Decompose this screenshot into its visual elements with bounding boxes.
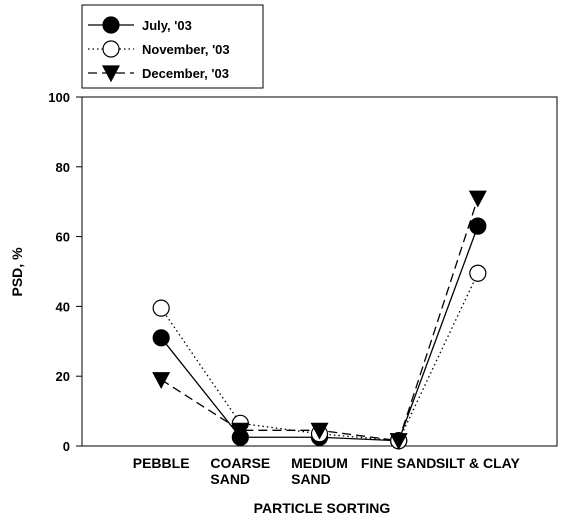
marker bbox=[468, 190, 487, 208]
x-tick-label: COARSE SAND bbox=[180, 455, 300, 487]
x-tick-label: PEBBLE bbox=[101, 455, 221, 471]
legend-marker bbox=[102, 40, 120, 58]
x-tick-text: SILT & CLAY bbox=[435, 455, 520, 471]
x-tick-label: FINE SAND bbox=[339, 455, 459, 471]
marker bbox=[152, 299, 170, 317]
plot-frame bbox=[81, 96, 558, 447]
marker bbox=[310, 422, 329, 440]
x-tick-text: COARSE SAND bbox=[210, 455, 271, 487]
x-tick-label: SILT & CLAY bbox=[418, 455, 538, 471]
y-axis-label: PSD, % bbox=[9, 247, 25, 297]
x-axis-label: PARTICLE SORTING bbox=[254, 500, 391, 516]
x-tick-text: FINE SAND bbox=[360, 455, 437, 471]
y-tick-label: 80 bbox=[56, 160, 70, 175]
series-line bbox=[160, 272, 479, 442]
legend-label: July, '03 bbox=[142, 18, 192, 33]
legend-label: December, '03 bbox=[142, 66, 229, 81]
x-tick-label: MEDIUM SAND bbox=[260, 455, 380, 487]
marker bbox=[469, 264, 487, 282]
marker bbox=[389, 433, 408, 451]
series-line bbox=[160, 225, 479, 442]
series-line bbox=[160, 198, 479, 442]
y-tick-label: 100 bbox=[48, 90, 70, 105]
marker bbox=[152, 372, 171, 389]
legend-label: November, '03 bbox=[142, 42, 230, 57]
y-tick-label: 60 bbox=[56, 230, 70, 245]
marker bbox=[152, 329, 170, 347]
y-tick-label: 20 bbox=[56, 369, 70, 384]
marker bbox=[231, 422, 250, 440]
legend-box bbox=[81, 4, 264, 89]
marker bbox=[469, 217, 487, 235]
legend-marker bbox=[102, 16, 120, 34]
y-tick-label: 40 bbox=[56, 299, 70, 314]
legend-marker bbox=[102, 65, 120, 83]
y-tick-label: 0 bbox=[63, 439, 70, 454]
x-tick-text: PEBBLE bbox=[132, 455, 190, 471]
x-tick-text: MEDIUM SAND bbox=[291, 455, 348, 487]
